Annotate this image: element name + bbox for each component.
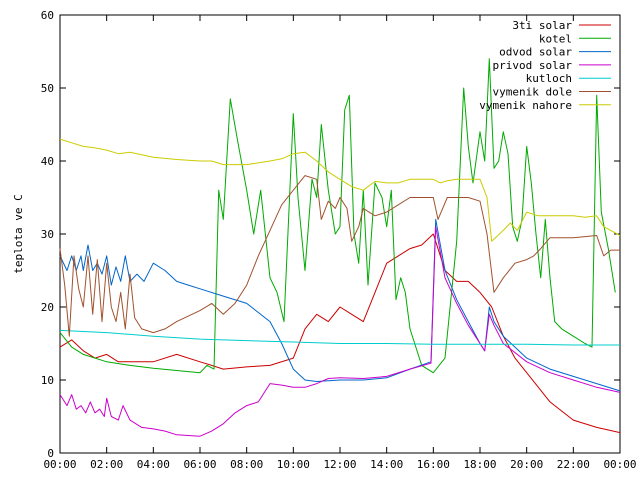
legend-label: 3ti solar — [512, 19, 572, 32]
y-tick-label: 20 — [41, 301, 54, 314]
y-tick-label: 0 — [47, 447, 54, 460]
x-tick-label: 02:00 — [90, 458, 123, 471]
series-lines — [59, 58, 621, 437]
y-tick-label: 60 — [41, 9, 54, 22]
x-tick-label: 00:00 — [43, 458, 76, 471]
legend-label: kotel — [539, 32, 572, 45]
y-axis-label: teplota ve C — [12, 194, 25, 273]
legend-label: privod solar — [493, 59, 573, 72]
series-line-vymenik-nahore — [59, 138, 621, 242]
x-tick-label: 06:00 — [183, 458, 216, 471]
x-tick-label: 12:00 — [323, 458, 356, 471]
legend-label: odvod solar — [499, 46, 572, 59]
x-tick-label: 18:00 — [463, 458, 496, 471]
x-tick-label: 08:00 — [230, 458, 263, 471]
series-line-odvod-solar — [59, 218, 621, 392]
legend-label: vymenik nahore — [479, 99, 572, 112]
y-tick-label: 50 — [41, 82, 54, 95]
series-line-kutloch — [59, 329, 620, 346]
x-tick-label: 04:00 — [137, 458, 170, 471]
series-line-vymenik-dole — [59, 175, 620, 337]
series-line-3ti-solar — [59, 233, 621, 434]
x-tick-label: 00:00 — [603, 458, 636, 471]
x-axis: 00:00 02:00 04:00 06:00 08:00 10:00 12:00 14:00… — [43, 15, 637, 471]
x-tick-label: 22:00 — [557, 458, 590, 471]
series-line-privod-solar — [59, 226, 621, 437]
x-tick-label: 20:00 — [510, 458, 543, 471]
y-tick-label: 40 — [41, 155, 54, 168]
series-line-kotel — [59, 58, 616, 374]
x-tick-label: 10:00 — [277, 458, 310, 471]
legend-label: kutloch — [526, 72, 572, 85]
legend-label: vymenik dole — [493, 86, 572, 99]
x-tick-label: 14:00 — [370, 458, 403, 471]
y-tick-label: 30 — [41, 228, 54, 241]
x-tick-label: 16:00 — [417, 458, 450, 471]
y-tick-label: 10 — [41, 374, 54, 387]
